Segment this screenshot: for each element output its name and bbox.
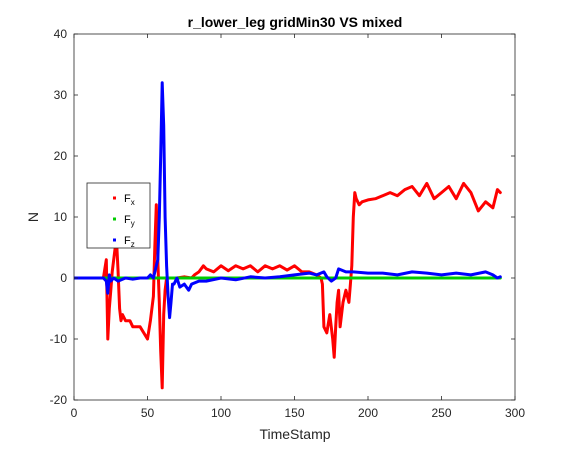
legend-box xyxy=(86,182,151,249)
x-tick-label: 150 xyxy=(284,406,304,420)
x-tick-label: 100 xyxy=(211,406,231,420)
y-tick-label: 0 xyxy=(60,271,67,285)
legend: Fx Fy Fz xyxy=(86,182,151,249)
y-tick-label: 30 xyxy=(54,88,68,102)
x-axis-label: TimeStamp xyxy=(259,426,330,442)
y-tick-label: 10 xyxy=(54,210,68,224)
y-tick-label: -10 xyxy=(50,332,68,346)
series-line-fz xyxy=(74,81,502,320)
y-tick-label: -20 xyxy=(50,393,68,407)
legend-marker-fz xyxy=(113,238,116,242)
x-tick-label: 0 xyxy=(71,406,78,420)
y-axis-label: N xyxy=(25,212,41,222)
x-tick-label: 300 xyxy=(505,406,525,420)
y-tick-label: 40 xyxy=(54,27,68,41)
x-tick-label: 250 xyxy=(431,406,451,420)
legend-label-fy: Fy xyxy=(124,214,135,228)
legend-label-fx: Fx xyxy=(124,193,135,207)
legend-marker-fy xyxy=(113,217,116,221)
series-line-fx xyxy=(74,181,502,390)
x-tick-label: 200 xyxy=(358,406,378,420)
tick-layer: 0 50 100 150 200 250 300 -20 -10 0 10 20 30 40 xyxy=(50,27,526,420)
series-layer xyxy=(74,81,502,390)
legend-label-fz: Fz xyxy=(124,235,135,249)
x-tick-label: 50 xyxy=(141,406,155,420)
chart-title: r_lower_leg gridMin30 VS mixed xyxy=(188,14,403,30)
legend-marker-fx xyxy=(113,196,116,200)
y-tick-label: 20 xyxy=(54,149,68,163)
